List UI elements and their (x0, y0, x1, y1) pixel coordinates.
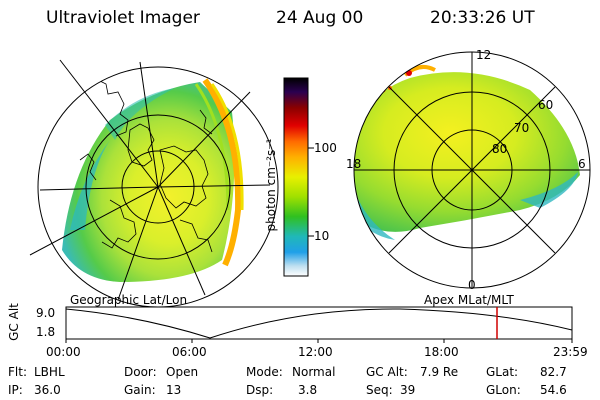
time-label: 20:33:26 UT (430, 8, 535, 28)
door-label: Door: (124, 365, 157, 379)
altitude-ytick-1-8: 1.8 (36, 325, 56, 339)
mlt-label-18: 18 (346, 157, 362, 171)
xtick-1200: 12:00 (298, 345, 333, 359)
lat-label-80: 80 (492, 142, 508, 156)
door-value: Open (166, 365, 199, 379)
glat-value: 82.7 (540, 365, 567, 379)
mlt-label-6: 6 (578, 157, 586, 171)
filter-value: LBHL (34, 365, 65, 379)
xtick-1800: 18:00 (424, 345, 459, 359)
glat-label: GLat: (486, 365, 519, 379)
gain-value: 13 (166, 383, 182, 397)
dsp-label: Dsp: (246, 383, 274, 397)
lat-label-60: 60 (538, 98, 554, 112)
colorbar-tick-10: 10 (314, 229, 330, 243)
seq-label: Seq: (366, 383, 393, 397)
auroral-image-left (62, 82, 235, 282)
colorbar-unit-label: photon cm⁻²s⁻¹ (264, 138, 278, 232)
xtick-0600: 06:00 (172, 345, 207, 359)
dsp-value: 3.8 (298, 383, 318, 397)
gcalt-label: GC Alt: (366, 365, 408, 379)
altitude-ylabel: GC Alt (7, 303, 21, 341)
gain-label: Gain: (124, 383, 156, 397)
xtick-0000: 00:00 (46, 345, 81, 359)
instrument-title: Ultraviolet Imager (46, 8, 200, 28)
glon-label: GLon: (486, 383, 521, 397)
magnetic-image-panel (353, 51, 591, 289)
magnetic-grid (353, 51, 591, 289)
ip-label: IP: (8, 383, 23, 397)
coastlines (79, 67, 213, 253)
mlt-label-0: 0 (468, 278, 476, 292)
altitude-curve (65, 308, 573, 339)
geographic-grid (29, 59, 279, 308)
mode-label: Mode: (246, 365, 283, 379)
geographic-projection-label: Geographic Lat/Lon (70, 293, 188, 307)
colorbar-tick-100: 100 (314, 141, 337, 155)
ip-value: 36.0 (34, 383, 61, 397)
gcalt-value: 7.9 Re (420, 365, 459, 379)
lat-label-70: 70 (514, 121, 530, 135)
magnetic-projection-label: Apex MLat/MLT (424, 293, 514, 307)
mlt-label-12: 12 (476, 48, 492, 62)
auroral-image-right (354, 72, 580, 232)
date-label: 24 Aug 00 (276, 8, 364, 28)
altitude-plot (65, 306, 573, 343)
dayside-arc-left (202, 78, 242, 267)
glon-value: 54.6 (540, 383, 567, 397)
xtick-2359: 23:59 (553, 345, 588, 359)
altitude-ytick-9: 9.0 (36, 306, 56, 320)
geographic-image-panel (29, 59, 279, 308)
color-scale-bar (283, 77, 314, 277)
mode-value: Normal (292, 365, 336, 379)
filter-label: Flt: (8, 365, 27, 379)
seq-value: 39 (400, 383, 416, 397)
